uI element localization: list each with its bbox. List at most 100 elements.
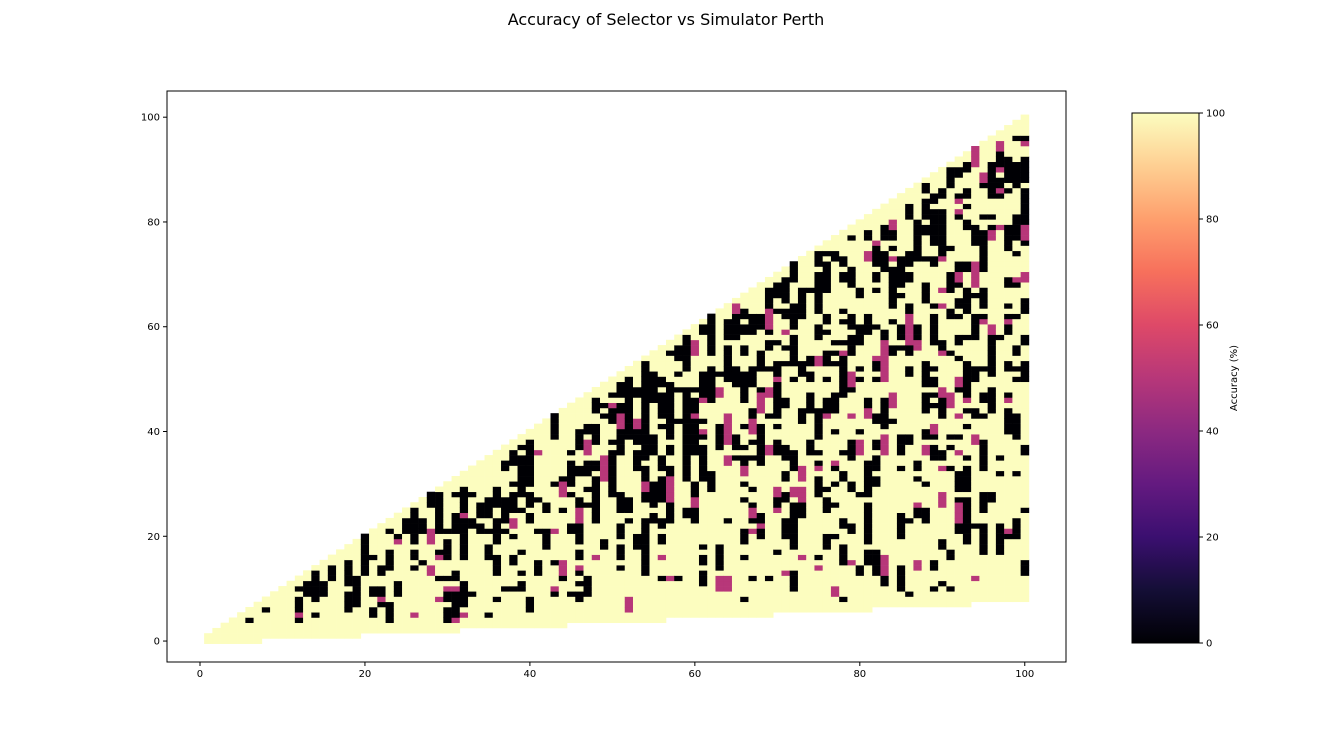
heatmap-cell [896, 261, 906, 267]
heatmap-cell [278, 627, 287, 634]
heatmap-cell [476, 465, 485, 472]
heatmap-cell [393, 601, 403, 608]
heatmap-cell [558, 606, 568, 613]
heatmap-cell [781, 407, 791, 414]
heatmap-cell [624, 397, 634, 403]
heatmap-cell [863, 250, 873, 257]
heatmap-cell [905, 313, 914, 320]
heatmap-cell [369, 591, 378, 597]
heatmap-cell [501, 470, 510, 477]
heatmap-cell [1012, 166, 1021, 173]
heatmap-cell [501, 507, 510, 514]
heatmap-cell [888, 198, 898, 204]
heatmap-cell [748, 512, 758, 519]
heatmap-cell [649, 355, 659, 362]
heatmap-cell [946, 282, 955, 288]
heatmap-cell [657, 538, 667, 545]
heatmap-cell [698, 486, 708, 493]
heatmap-cell [789, 533, 799, 540]
heatmap-cell [517, 575, 527, 582]
heatmap-cell [839, 329, 848, 335]
heatmap-cell [237, 622, 246, 629]
heatmap-cell [962, 507, 972, 514]
heatmap-cell [1004, 502, 1013, 508]
heatmap-cell [979, 366, 988, 372]
heatmap-cell [806, 554, 815, 561]
heatmap-cell [806, 465, 815, 472]
heatmap-cell [797, 591, 807, 597]
heatmap-cell [270, 612, 279, 618]
heatmap-cell [822, 366, 832, 372]
heatmap-cell [352, 580, 362, 587]
heatmap-cell [1004, 125, 1013, 131]
heatmap-cell [715, 486, 725, 493]
heatmap-cell [492, 544, 502, 550]
heatmap-cell [740, 596, 749, 603]
heatmap-cell [781, 308, 791, 314]
heatmap-cell [723, 318, 733, 325]
heatmap-cell [814, 596, 823, 603]
heatmap-cell [1012, 187, 1021, 194]
heatmap-cell [797, 303, 807, 309]
heatmap-cell [773, 376, 782, 383]
heatmap-cell [1004, 303, 1013, 309]
heatmap-cell [847, 381, 856, 388]
heatmap-cell [517, 523, 527, 529]
heatmap-cell [402, 523, 411, 529]
heatmap-cell [632, 596, 642, 603]
heatmap-cell [583, 601, 593, 608]
heatmap-cell [764, 444, 774, 451]
heatmap-cell [492, 470, 502, 477]
heatmap-cell [212, 627, 221, 634]
heatmap-cell [608, 476, 617, 482]
heatmap-cell [971, 528, 980, 534]
heatmap-cell [459, 570, 469, 576]
heatmap-cell [1020, 455, 1030, 461]
heatmap-cell [583, 428, 593, 435]
heatmap-cell [748, 502, 758, 508]
heatmap-cell [863, 538, 873, 545]
heatmap-cell [905, 481, 914, 487]
heatmap-cell [1012, 444, 1021, 451]
heatmap-cell [954, 172, 964, 178]
heatmap-cell [311, 622, 320, 629]
heatmap-cell [880, 601, 889, 608]
heatmap-cell [938, 276, 947, 283]
heatmap-cell [872, 219, 881, 225]
heatmap-cell [962, 376, 972, 383]
heatmap-cell [707, 470, 716, 477]
heatmap-cell [360, 612, 370, 618]
heatmap-cell [905, 413, 914, 419]
heatmap-cell [294, 586, 304, 592]
heatmap-cell [336, 612, 345, 618]
heatmap-cell [608, 434, 617, 440]
heatmap-cell [418, 617, 428, 624]
heatmap-cell [896, 470, 906, 477]
heatmap-cell [476, 538, 485, 545]
heatmap-cell [995, 591, 1005, 597]
heatmap-cell [995, 193, 1005, 199]
heatmap-cell [657, 570, 667, 576]
heatmap-cell [740, 297, 749, 304]
heatmap-cell [814, 428, 823, 435]
heatmap-cell [665, 533, 675, 540]
heatmap-cell [987, 229, 997, 236]
heatmap-cell [888, 565, 898, 571]
heatmap-cell [913, 386, 922, 393]
heatmap-cell [863, 455, 873, 461]
heatmap-cell [888, 491, 898, 498]
heatmap-cell [946, 465, 955, 472]
heatmap-cell [954, 496, 964, 503]
heatmap-cell [426, 507, 436, 514]
heatmap-cell [377, 612, 386, 618]
heatmap-cell [954, 544, 964, 550]
heatmap-cell [896, 318, 906, 325]
heatmap-cell [921, 444, 931, 451]
heatmap-cell [525, 617, 535, 624]
heatmap-cell [773, 282, 782, 288]
heatmap-cell [641, 528, 650, 534]
heatmap-cell [657, 428, 667, 435]
heatmap-cell [690, 533, 700, 540]
heatmap-cell [839, 381, 848, 388]
heatmap-cell [830, 449, 840, 456]
